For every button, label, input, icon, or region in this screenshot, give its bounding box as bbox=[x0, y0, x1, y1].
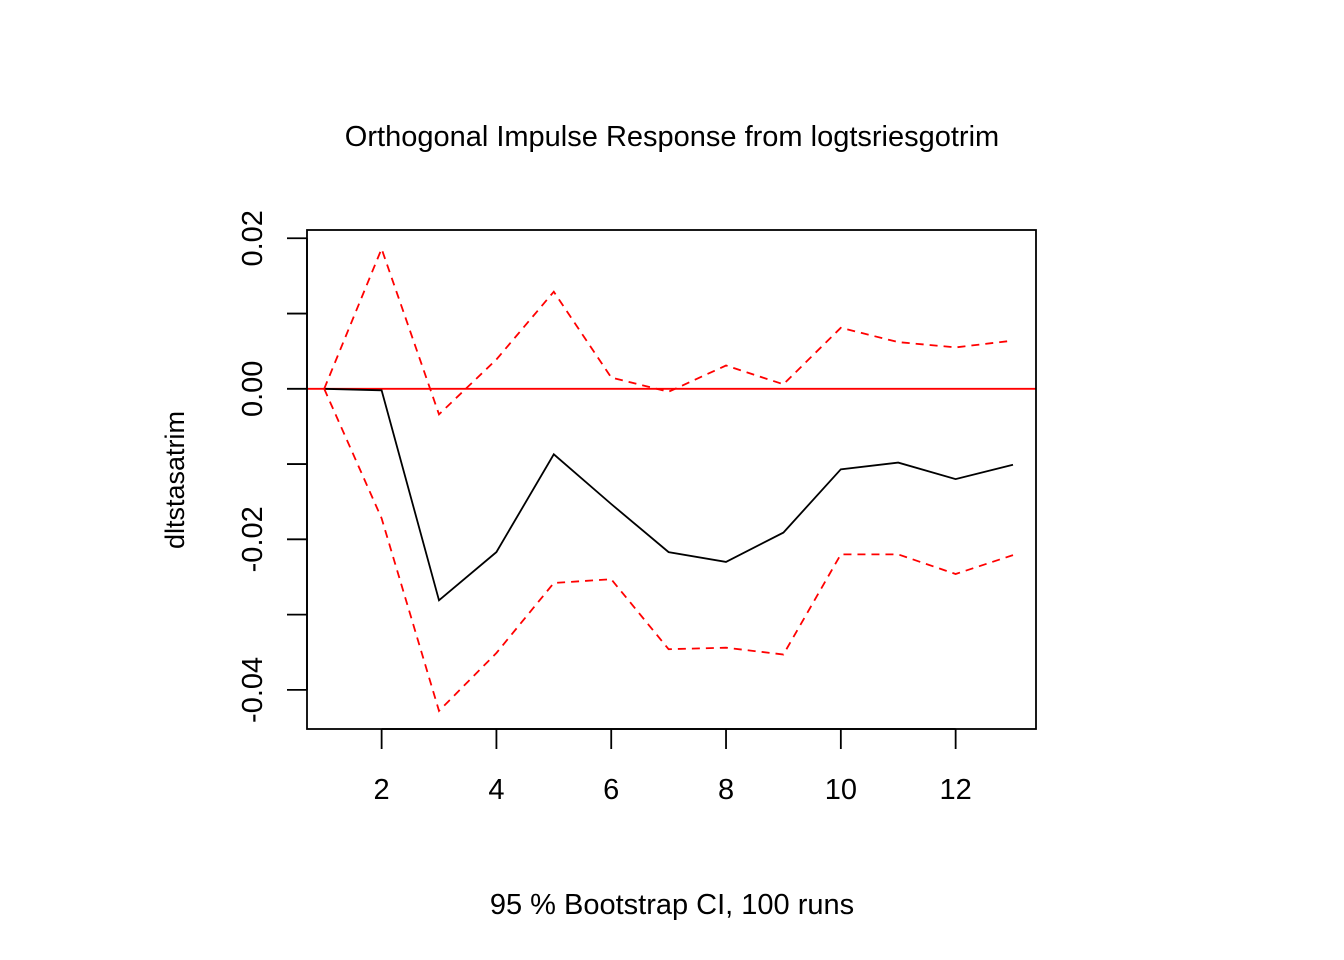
series-line-upper-ci bbox=[323, 246, 1014, 417]
x-tick-label-12: 12 bbox=[940, 774, 972, 806]
y-tick-label-0: 0.02 bbox=[237, 210, 269, 266]
plot-area bbox=[307, 246, 1036, 713]
x-tick-label-6: 6 bbox=[603, 774, 619, 806]
series-line-lower-ci bbox=[323, 388, 1014, 713]
y-axis-label: dltstasatrim bbox=[160, 411, 190, 549]
y-tick-label-2: 0.00 bbox=[237, 361, 269, 417]
x-tick-label-10: 10 bbox=[825, 774, 857, 806]
x-axis-label: 95 % Bootstrap CI, 100 runs bbox=[490, 889, 854, 921]
x-tick-label-8: 8 bbox=[718, 774, 734, 806]
x-axis: 2 4 6 8 10 12 bbox=[374, 728, 972, 806]
y-axis: 0.02 0.00 -0.02 -0.04 bbox=[237, 210, 308, 723]
x-tick-label-2: 2 bbox=[374, 774, 390, 806]
y-tick-label-4: -0.02 bbox=[237, 506, 269, 572]
plot-frame bbox=[306, 229, 1037, 730]
series-line-response bbox=[324, 387, 1014, 602]
x-tick-label-4: 4 bbox=[488, 774, 504, 806]
y-tick-label-6: -0.04 bbox=[237, 657, 269, 723]
chart-title: Orthogonal Impulse Response from logtsri… bbox=[345, 121, 999, 153]
